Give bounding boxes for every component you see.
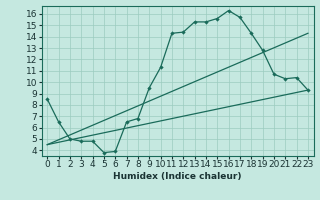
X-axis label: Humidex (Indice chaleur): Humidex (Indice chaleur) xyxy=(113,172,242,181)
